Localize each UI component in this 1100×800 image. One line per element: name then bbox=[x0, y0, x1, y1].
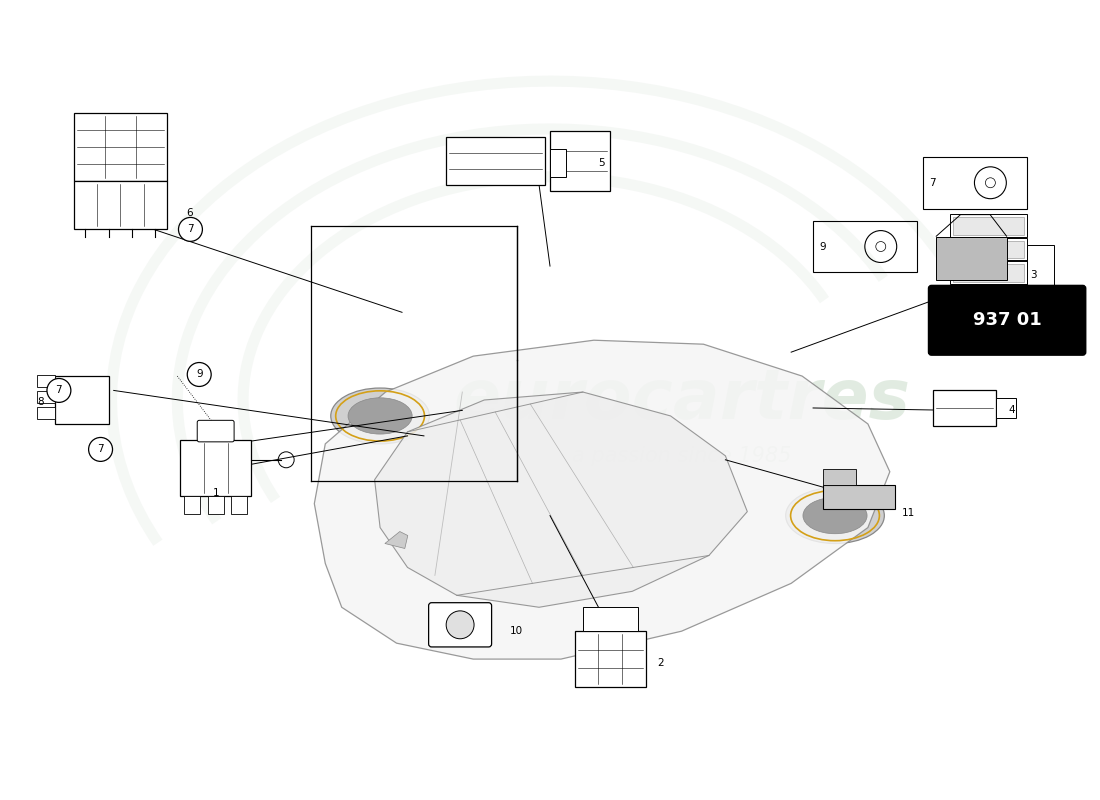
FancyBboxPatch shape bbox=[953, 265, 1024, 282]
FancyBboxPatch shape bbox=[184, 496, 200, 514]
FancyBboxPatch shape bbox=[208, 496, 223, 514]
FancyBboxPatch shape bbox=[953, 312, 1024, 330]
Circle shape bbox=[47, 378, 70, 402]
FancyBboxPatch shape bbox=[574, 631, 646, 687]
Text: 9: 9 bbox=[820, 242, 826, 251]
Text: 7: 7 bbox=[187, 224, 194, 234]
FancyBboxPatch shape bbox=[936, 237, 1007, 281]
Text: 11: 11 bbox=[902, 508, 915, 518]
FancyBboxPatch shape bbox=[180, 440, 251, 496]
FancyBboxPatch shape bbox=[953, 288, 1024, 306]
FancyBboxPatch shape bbox=[429, 602, 492, 647]
FancyBboxPatch shape bbox=[950, 214, 1026, 237]
Text: 6: 6 bbox=[186, 208, 192, 218]
FancyBboxPatch shape bbox=[36, 375, 55, 387]
Text: 7: 7 bbox=[56, 386, 63, 395]
Ellipse shape bbox=[803, 498, 867, 534]
FancyBboxPatch shape bbox=[950, 286, 1026, 308]
Text: 937 01: 937 01 bbox=[972, 311, 1042, 330]
FancyBboxPatch shape bbox=[446, 137, 544, 185]
FancyBboxPatch shape bbox=[1026, 245, 1054, 304]
Circle shape bbox=[187, 362, 211, 386]
FancyBboxPatch shape bbox=[950, 262, 1026, 285]
FancyBboxPatch shape bbox=[197, 420, 234, 442]
Text: a passion since 1985: a passion since 1985 bbox=[572, 446, 791, 466]
FancyBboxPatch shape bbox=[997, 398, 1016, 418]
FancyBboxPatch shape bbox=[824, 486, 894, 510]
FancyBboxPatch shape bbox=[583, 607, 638, 631]
FancyBboxPatch shape bbox=[36, 407, 55, 419]
FancyBboxPatch shape bbox=[74, 113, 167, 181]
FancyBboxPatch shape bbox=[933, 390, 997, 426]
Circle shape bbox=[89, 438, 112, 462]
Text: 10: 10 bbox=[509, 626, 522, 636]
Ellipse shape bbox=[331, 388, 429, 444]
Text: 7: 7 bbox=[928, 178, 935, 188]
Text: 3: 3 bbox=[1030, 270, 1037, 280]
Ellipse shape bbox=[348, 398, 412, 434]
Text: 9: 9 bbox=[196, 370, 202, 379]
FancyBboxPatch shape bbox=[953, 241, 1024, 258]
FancyBboxPatch shape bbox=[74, 181, 167, 229]
Polygon shape bbox=[315, 340, 890, 659]
Polygon shape bbox=[385, 531, 408, 549]
Text: 1: 1 bbox=[212, 488, 219, 498]
Circle shape bbox=[447, 611, 474, 638]
FancyBboxPatch shape bbox=[550, 131, 610, 190]
FancyBboxPatch shape bbox=[55, 376, 109, 424]
FancyBboxPatch shape bbox=[550, 149, 566, 177]
Polygon shape bbox=[375, 392, 747, 607]
Circle shape bbox=[178, 218, 202, 242]
FancyBboxPatch shape bbox=[928, 286, 1086, 355]
FancyBboxPatch shape bbox=[36, 391, 55, 403]
FancyBboxPatch shape bbox=[950, 310, 1026, 332]
FancyBboxPatch shape bbox=[953, 217, 1024, 234]
Polygon shape bbox=[824, 470, 857, 486]
Ellipse shape bbox=[785, 488, 884, 543]
Text: eurocartres: eurocartres bbox=[453, 366, 910, 434]
Text: 5: 5 bbox=[598, 158, 605, 168]
Text: 7: 7 bbox=[97, 445, 103, 454]
FancyBboxPatch shape bbox=[950, 238, 1026, 261]
Text: 4: 4 bbox=[1009, 406, 1015, 415]
Text: 2: 2 bbox=[658, 658, 664, 668]
FancyBboxPatch shape bbox=[231, 496, 248, 514]
Text: 8: 8 bbox=[37, 398, 44, 407]
